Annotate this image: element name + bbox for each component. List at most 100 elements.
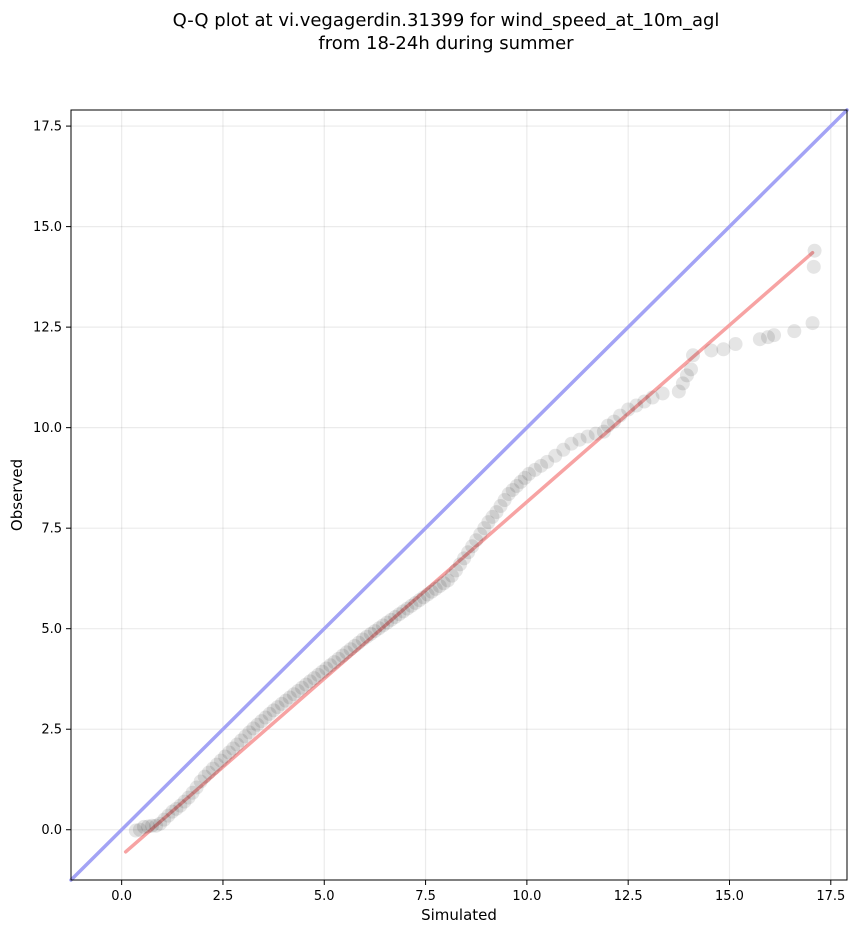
x-axis-ticks: 0.0 2.5 5.0 7.5 10.0 12.5 15.0 17.5: [111, 880, 845, 904]
data-point: [509, 478, 524, 493]
grid-lines: [71, 110, 847, 880]
data-point: [497, 493, 512, 508]
data-point: [242, 725, 257, 740]
data-point: [501, 486, 516, 501]
data-point: [432, 579, 447, 594]
y-tick-label: 5.0: [41, 622, 62, 637]
data-point: [408, 595, 423, 610]
data-point: [716, 342, 731, 357]
data-point: [424, 584, 439, 599]
data-point: [222, 745, 237, 760]
data-point: [645, 390, 660, 405]
data-point: [540, 454, 555, 469]
data-point: [728, 337, 743, 352]
chart-title-line-2: from 18-24h during summer: [318, 33, 574, 54]
data-point: [600, 418, 615, 433]
data-point: [363, 626, 378, 641]
data-point: [396, 604, 411, 619]
x-tick-label: 12.5: [614, 889, 643, 904]
data-point: [493, 499, 508, 514]
data-point: [572, 432, 587, 447]
data-point: [258, 710, 273, 725]
data-point: [787, 324, 802, 339]
data-point: [428, 581, 443, 596]
data-point: [440, 573, 455, 588]
data-point: [282, 690, 297, 705]
data-point: [807, 243, 822, 258]
data-point: [246, 721, 261, 736]
x-tick-label: 7.5: [415, 889, 436, 904]
data-point: [481, 515, 496, 530]
data-point: [371, 621, 386, 636]
data-point: [621, 402, 636, 417]
y-axis-ticks: 0.0 2.5 5.0 7.5 10.0 12.5 15.0 17.5: [33, 120, 71, 838]
x-tick-label: 15.0: [715, 889, 744, 904]
data-point: [505, 482, 520, 497]
y-tick-label: 17.5: [33, 120, 62, 135]
data-point: [448, 563, 463, 578]
data-point: [262, 706, 277, 721]
data-point: [580, 429, 595, 444]
data-point: [469, 533, 484, 548]
data-point: [173, 798, 188, 813]
data-point: [201, 765, 216, 780]
data-point: [315, 664, 330, 679]
data-point: [303, 674, 318, 689]
data-point: [671, 384, 686, 399]
data-point: [347, 638, 362, 653]
data-point: [588, 426, 603, 441]
data-point: [185, 785, 200, 800]
data-point: [189, 780, 204, 795]
data-point: [485, 509, 500, 524]
data-point: [380, 615, 395, 630]
data-point: [359, 629, 374, 644]
data-point: [294, 680, 309, 695]
data-point: [367, 624, 382, 639]
x-tick-label: 10.0: [512, 889, 541, 904]
data-point: [226, 741, 241, 756]
data-point: [388, 610, 403, 625]
data-point: [132, 822, 147, 837]
data-point: [311, 667, 326, 682]
data-point: [299, 677, 314, 692]
data-point: [238, 729, 253, 744]
data-point: [453, 557, 468, 572]
data-point: [806, 259, 821, 274]
chart-title-line-1: Q-Q plot at vi.vegagerdin.31399 for wind…: [173, 10, 720, 31]
data-point: [140, 819, 155, 834]
data-point: [323, 658, 338, 673]
data-point: [327, 655, 342, 670]
data-point: [181, 790, 196, 805]
data-point: [145, 818, 160, 833]
chart-title: Q-Q plot at vi.vegagerdin.31399 for wind…: [173, 10, 720, 54]
data-point: [307, 671, 322, 686]
y-tick-label: 15.0: [33, 220, 62, 235]
data-point: [250, 717, 265, 732]
data-point: [416, 590, 431, 605]
y-axis-label: Observed: [8, 459, 26, 531]
data-point: [637, 394, 652, 409]
data-point: [213, 753, 228, 768]
data-point: [197, 769, 212, 784]
data-point: [270, 700, 285, 715]
data-point: [217, 749, 232, 764]
data-point: [278, 693, 293, 708]
data-point: [521, 466, 536, 481]
data-point: [760, 330, 775, 345]
data-point: [477, 521, 492, 536]
data-point: [205, 761, 220, 776]
data-point: [319, 661, 334, 676]
data-point: [149, 818, 164, 833]
fit-line: [123, 250, 815, 854]
data-point: [209, 757, 224, 772]
data-point: [290, 684, 305, 699]
data-point: [266, 703, 281, 718]
data-point: [534, 458, 549, 473]
data-point: [629, 398, 644, 413]
data-point: [513, 474, 528, 489]
y-tick-label: 2.5: [41, 723, 62, 738]
data-point: [489, 505, 504, 520]
data-point: [655, 386, 670, 401]
data-point: [355, 632, 370, 647]
